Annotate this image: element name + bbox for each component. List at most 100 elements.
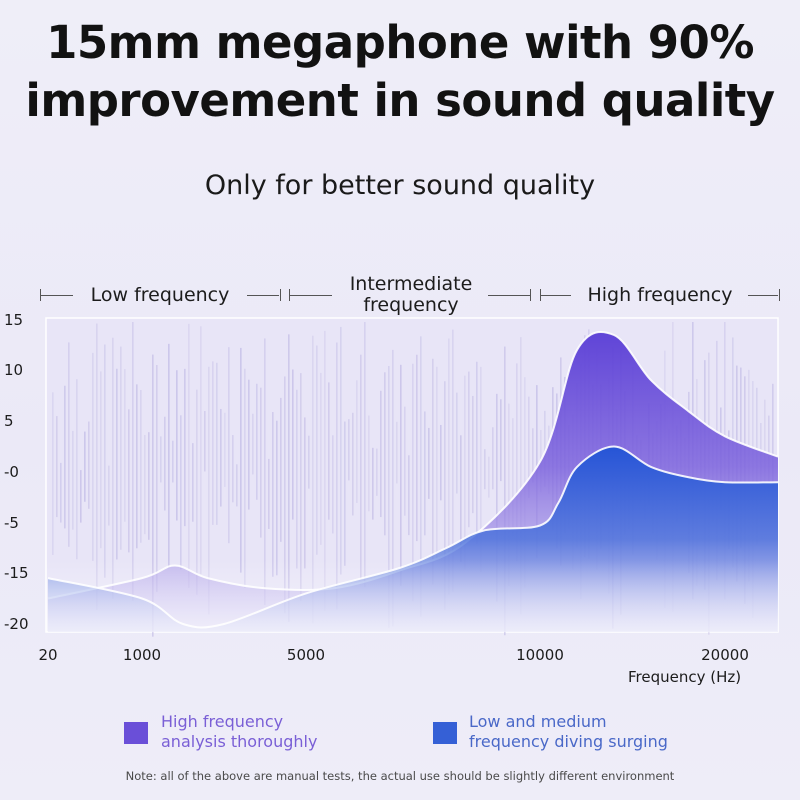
noise-bar [472, 395, 474, 514]
noise-bar [368, 415, 370, 512]
noise-bar [364, 322, 366, 588]
noise-bar [192, 443, 194, 522]
noise-bar [232, 435, 234, 503]
subtitle: Only for better sound quality [204, 170, 596, 201]
noise-bar [244, 368, 246, 588]
noise-bar [136, 384, 138, 549]
band-line [41, 295, 73, 296]
band-label-intermediate-line-1: Intermediate [349, 273, 473, 295]
noise-bar [112, 337, 114, 599]
noise-bar [116, 368, 118, 560]
noise-bar [152, 354, 154, 637]
noise-bar [544, 410, 546, 487]
noise-bar [372, 447, 374, 520]
noise-bar [64, 385, 66, 529]
noise-bar [84, 431, 86, 502]
noise-bar [532, 428, 534, 483]
noise-bar [148, 432, 150, 540]
noise-bar [236, 464, 238, 507]
noise-bar [128, 409, 130, 553]
noise-bar [160, 436, 162, 483]
noise-bar [76, 379, 78, 560]
noise-bar [180, 415, 182, 570]
noise-bar [308, 435, 310, 489]
noise-bar [200, 326, 202, 574]
noise-bar [384, 372, 386, 536]
noise-bar [88, 421, 90, 509]
noise-bar [504, 346, 506, 636]
x-tick-label: 5000 [286, 646, 326, 664]
band-label-intermediate-line-2: frequency [363, 294, 459, 316]
legend-label-low-medium: Low and medium frequency diving surging [469, 712, 668, 752]
band-label-intermediate: Intermediate frequency [333, 274, 489, 316]
noise-bar [268, 458, 270, 529]
noise-bar [360, 354, 362, 581]
noise-bar [468, 371, 470, 528]
noise-bar [336, 342, 338, 610]
noise-bar [168, 343, 170, 569]
noise-bar [492, 427, 494, 490]
legend-label-line-2: analysis thoroughly [161, 732, 318, 751]
noise-bar [256, 383, 258, 500]
noise-bar [92, 352, 94, 561]
noise-bar [408, 455, 410, 536]
y-tick-label: -5 [4, 514, 19, 532]
band-line [247, 295, 279, 296]
noise-bar [100, 371, 102, 549]
noise-bar [164, 416, 166, 511]
noise-bar [300, 373, 302, 601]
noise-bar [296, 389, 298, 569]
noise-bar [352, 412, 354, 516]
headline: 15mm megaphone with 90% improvement in s… [0, 14, 800, 130]
noise-bar [132, 322, 134, 601]
x-tick-label: 10000 [516, 646, 564, 664]
noise-bar [272, 412, 274, 577]
noise-bar [436, 366, 438, 560]
band-line [748, 295, 778, 296]
band-tick [540, 289, 541, 301]
noise-bar [104, 344, 106, 578]
noise-bar [288, 334, 290, 622]
band-label-high: High frequency [587, 284, 733, 306]
legend-label-line-2: frequency diving surging [469, 732, 668, 751]
noise-bar [184, 368, 186, 527]
y-tick-label: -15 [4, 564, 29, 582]
noise-bar [212, 361, 214, 525]
band-tick [530, 289, 531, 301]
noise-bar [376, 448, 378, 496]
noise-bar [340, 326, 342, 575]
noise-bar [188, 323, 190, 588]
noise-bar [172, 440, 174, 483]
noise-bar [448, 338, 450, 595]
noise-bar [444, 381, 446, 610]
y-tick-label: -0 [4, 463, 19, 481]
noise-bar [124, 369, 126, 522]
noise-bar [144, 434, 146, 535]
noise-bar [440, 424, 442, 501]
noise-bar [120, 346, 122, 550]
noise-bar [276, 420, 278, 576]
noise-bar [312, 335, 314, 624]
band-tick [289, 289, 290, 301]
noise-bar [412, 363, 414, 602]
noise-bar [304, 417, 306, 569]
legend-label-line-1: High frequency [161, 712, 284, 731]
noise-bar [328, 382, 330, 520]
noise-bar [52, 392, 54, 555]
noise-bar [56, 416, 58, 518]
noise-bar [260, 387, 262, 538]
noise-bar [496, 393, 498, 602]
noise-bar [320, 372, 322, 545]
noise-bar [516, 363, 518, 562]
x-tick-label: 20000 [701, 646, 749, 664]
noise-bar [484, 449, 486, 490]
noise-bar [220, 408, 222, 507]
noise-bar [196, 389, 198, 595]
noise-bar [432, 358, 434, 585]
noise-bar [512, 418, 514, 536]
noise-bar [248, 379, 250, 510]
legend-label-high-frequency: High frequency analysis thoroughly [161, 712, 317, 752]
noise-bar [324, 330, 326, 611]
noise-bar [524, 377, 526, 588]
